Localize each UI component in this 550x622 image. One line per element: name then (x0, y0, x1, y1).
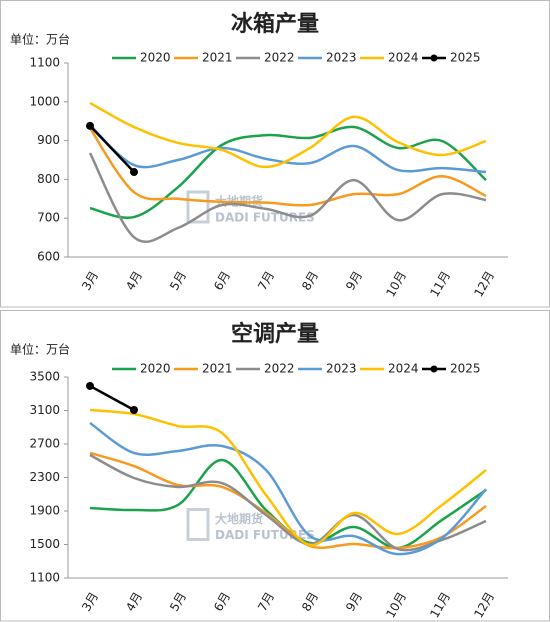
legend-label: 2024 (388, 51, 419, 65)
series-line (89, 408, 487, 547)
watermark: DADI FUTURES (215, 211, 315, 225)
x-tick-label: 8月 (299, 590, 321, 614)
x-tick-label: 3月 (79, 269, 101, 293)
y-tick-label: 1100 (29, 56, 60, 70)
watermark-logo (186, 190, 210, 224)
y-tick-label: 900 (37, 133, 60, 147)
x-tick-label: 11月 (427, 269, 453, 300)
x-tick-label: 6月 (211, 269, 233, 293)
x-tick-label: 10月 (383, 269, 409, 300)
y-tick-label: 2700 (29, 437, 60, 451)
x-tick-label: 9月 (343, 269, 365, 293)
series-line (89, 101, 487, 169)
y-tick-label: 3100 (29, 403, 60, 417)
x-tick-label: 8月 (299, 269, 321, 293)
y-tick-label: 800 (37, 172, 60, 186)
chart-border (0, 0, 550, 308)
y-tick-label: 1100 (29, 571, 60, 585)
x-tick-label: 5月 (167, 590, 189, 614)
x-tick-label: 7月 (255, 590, 277, 614)
legend-marker (430, 365, 438, 373)
series-line (88, 127, 487, 207)
legend-label: 2025 (450, 51, 481, 65)
legend-label: 2021 (202, 362, 233, 376)
y-tick-label: 2300 (29, 470, 60, 484)
series-line (88, 152, 487, 244)
legend-label: 2020 (140, 362, 171, 376)
x-tick-label: 9月 (343, 590, 365, 614)
y-tick-label: 1500 (29, 537, 60, 551)
series-line (89, 453, 487, 552)
y-tick-label: 3500 (29, 370, 60, 384)
x-tick-label: 4月 (123, 269, 145, 293)
x-tick-label: 6月 (211, 590, 233, 614)
legend-label: 2024 (388, 362, 419, 376)
point (130, 405, 138, 414)
y-tick-label: 1000 (29, 94, 60, 108)
watermark-logo (186, 508, 210, 541)
x-tick-label: 11月 (427, 590, 453, 621)
legend-marker (430, 54, 438, 62)
x-tick-label: 10月 (383, 590, 409, 621)
chart-title: 空调产量 (231, 321, 319, 347)
series-line (89, 125, 487, 219)
x-tick-label: 12月 (471, 590, 497, 621)
x-tick-label: 3月 (79, 590, 101, 614)
y-tick-label: 700 (37, 211, 60, 225)
x-tick-label: 12月 (471, 269, 497, 300)
series-line (89, 421, 487, 556)
legend-label: 2022 (264, 51, 295, 65)
y-tick-label: 1900 (29, 504, 60, 518)
chart-title: 冰箱产量 (231, 11, 319, 37)
y-tick-label: 600 (37, 250, 60, 264)
point (86, 121, 94, 130)
legend-label: 2022 (264, 362, 295, 376)
point (86, 381, 94, 390)
point (130, 168, 138, 177)
unit-label: 单位：万台 (10, 32, 70, 47)
legend-label: 2023 (326, 362, 357, 376)
series-line (89, 124, 487, 174)
legend-label: 2020 (140, 51, 171, 65)
x-tick-label: 7月 (255, 269, 277, 293)
x-tick-label: 4月 (123, 590, 145, 614)
series-line (89, 451, 487, 550)
x-tick-label: 5月 (167, 269, 189, 293)
unit-label: 单位：万台 (10, 342, 70, 357)
legend-label: 2021 (202, 51, 233, 65)
watermark: 大地期货 (215, 511, 263, 526)
legend-label: 2025 (450, 362, 481, 376)
legend-label: 2023 (326, 51, 357, 65)
series-line (89, 384, 135, 412)
chart-border (0, 310, 550, 622)
